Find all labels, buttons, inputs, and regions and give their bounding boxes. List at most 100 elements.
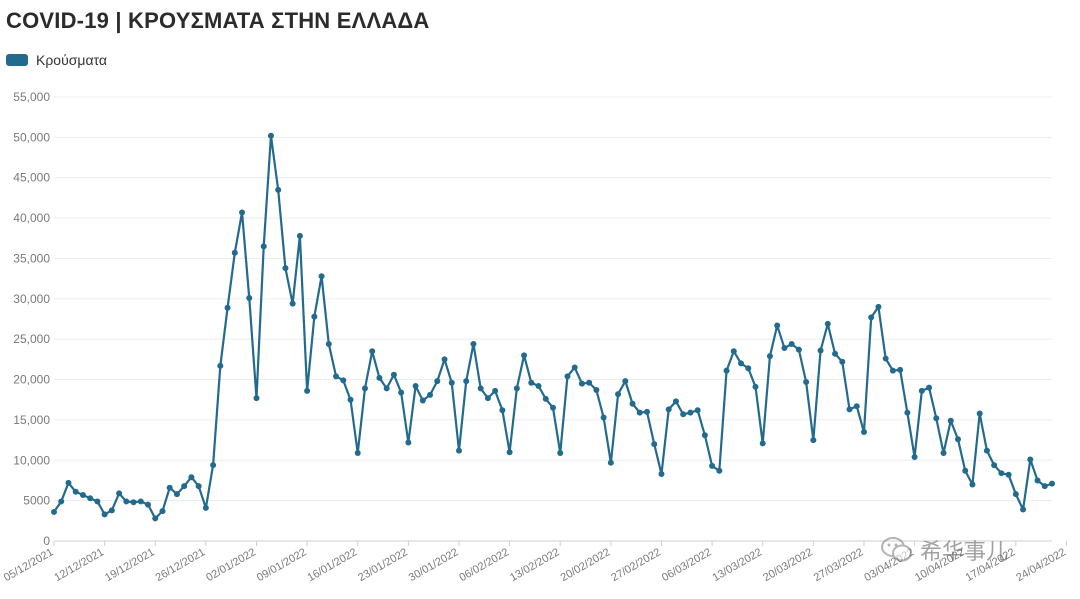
data-point[interactable] xyxy=(361,385,368,392)
data-point[interactable] xyxy=(600,414,607,421)
data-point[interactable] xyxy=(325,341,332,348)
data-point[interactable] xyxy=(904,409,911,416)
data-point[interactable] xyxy=(296,232,303,239)
data-point[interactable] xyxy=(889,367,896,374)
data-point[interactable] xyxy=(557,450,564,457)
data-point[interactable] xyxy=(1020,506,1027,513)
data-point[interactable] xyxy=(65,479,72,486)
data-point[interactable] xyxy=(137,498,144,505)
data-point[interactable] xyxy=(405,439,412,446)
data-point[interactable] xyxy=(58,498,65,505)
data-point[interactable] xyxy=(333,373,340,380)
data-point[interactable] xyxy=(123,498,130,505)
data-point[interactable] xyxy=(680,411,687,418)
data-point[interactable] xyxy=(521,352,528,359)
data-point[interactable] xyxy=(897,366,904,373)
data-point[interactable] xyxy=(766,353,773,360)
data-point[interactable] xyxy=(911,454,918,461)
data-point[interactable] xyxy=(875,303,882,310)
data-point[interactable] xyxy=(644,408,651,415)
data-point[interactable] xyxy=(810,437,817,444)
data-point[interactable] xyxy=(817,347,824,354)
data-point[interactable] xyxy=(412,383,419,389)
data-point[interactable] xyxy=(311,313,318,320)
data-point[interactable] xyxy=(983,447,990,454)
data-point[interactable] xyxy=(1012,491,1019,498)
data-point[interactable] xyxy=(564,373,571,380)
data-point[interactable] xyxy=(962,467,969,474)
data-point[interactable] xyxy=(87,495,94,502)
data-point[interactable] xyxy=(723,367,730,374)
data-point[interactable] xyxy=(774,322,781,329)
data-point[interactable] xyxy=(275,186,282,193)
data-point[interactable] xyxy=(376,374,383,381)
data-point[interactable] xyxy=(839,358,846,365)
data-point[interactable] xyxy=(224,304,231,311)
data-point[interactable] xyxy=(933,415,940,422)
data-point[interactable] xyxy=(1027,456,1034,463)
data-point[interactable] xyxy=(752,383,759,390)
data-point[interactable] xyxy=(542,395,549,402)
data-point[interactable] xyxy=(853,403,860,410)
data-point[interactable] xyxy=(441,356,448,363)
data-point[interactable] xyxy=(622,378,629,385)
data-point[interactable] xyxy=(419,397,426,404)
data-point[interactable] xyxy=(231,249,238,256)
data-point[interactable] xyxy=(217,362,224,369)
data-point[interactable] xyxy=(260,243,267,250)
data-point[interactable] xyxy=(289,300,296,307)
data-point[interactable] xyxy=(665,406,672,413)
data-point[interactable] xyxy=(354,450,361,457)
data-point[interactable] xyxy=(1049,480,1055,487)
data-point[interactable] xyxy=(434,378,441,385)
data-point[interactable] xyxy=(51,508,57,515)
data-point[interactable] xyxy=(824,320,831,327)
data-point[interactable] xyxy=(455,447,462,454)
data-point[interactable] xyxy=(788,341,795,348)
data-point[interactable] xyxy=(976,410,983,417)
data-point[interactable] xyxy=(991,462,998,469)
data-point[interactable] xyxy=(781,345,788,352)
data-point[interactable] xyxy=(593,387,600,394)
data-point[interactable] xyxy=(94,498,101,505)
data-point[interactable] xyxy=(954,436,961,443)
data-point[interactable] xyxy=(181,483,188,490)
data-point[interactable] xyxy=(795,346,802,353)
data-point[interactable] xyxy=(998,470,1005,477)
data-point[interactable] xyxy=(282,265,289,272)
data-point[interactable] xyxy=(477,385,484,392)
data-point[interactable] xyxy=(759,440,766,447)
data-point[interactable] xyxy=(340,377,347,384)
data-point[interactable] xyxy=(694,407,701,414)
data-point[interactable] xyxy=(745,365,752,372)
data-point[interactable] xyxy=(499,407,506,414)
data-point[interactable] xyxy=(492,387,499,394)
data-point[interactable] xyxy=(304,387,311,394)
data-point[interactable] xyxy=(709,462,716,469)
data-point[interactable] xyxy=(513,385,520,392)
data-point[interactable] xyxy=(202,504,209,511)
data-point[interactable] xyxy=(108,507,115,514)
data-point[interactable] xyxy=(672,398,679,405)
data-point[interactable] xyxy=(195,483,202,490)
data-point[interactable] xyxy=(347,396,354,403)
data-point[interactable] xyxy=(72,488,79,495)
data-point[interactable] xyxy=(166,484,173,491)
data-point[interactable] xyxy=(658,471,665,477)
data-point[interactable] xyxy=(159,508,166,515)
data-point[interactable] xyxy=(701,432,708,439)
data-point[interactable] xyxy=(578,380,585,387)
data-point[interactable] xyxy=(484,395,491,402)
data-point[interactable] xyxy=(470,341,477,348)
data-point[interactable] xyxy=(390,371,397,378)
data-point[interactable] xyxy=(550,404,556,411)
data-point[interactable] xyxy=(571,364,578,371)
legend[interactable]: Κρούσματα xyxy=(6,52,107,68)
data-point[interactable] xyxy=(463,378,470,385)
data-point[interactable] xyxy=(832,350,839,357)
data-point[interactable] xyxy=(116,490,123,497)
data-point[interactable] xyxy=(882,355,889,362)
data-point[interactable] xyxy=(535,383,542,389)
data-point[interactable] xyxy=(101,511,108,518)
data-point[interactable] xyxy=(607,459,614,466)
